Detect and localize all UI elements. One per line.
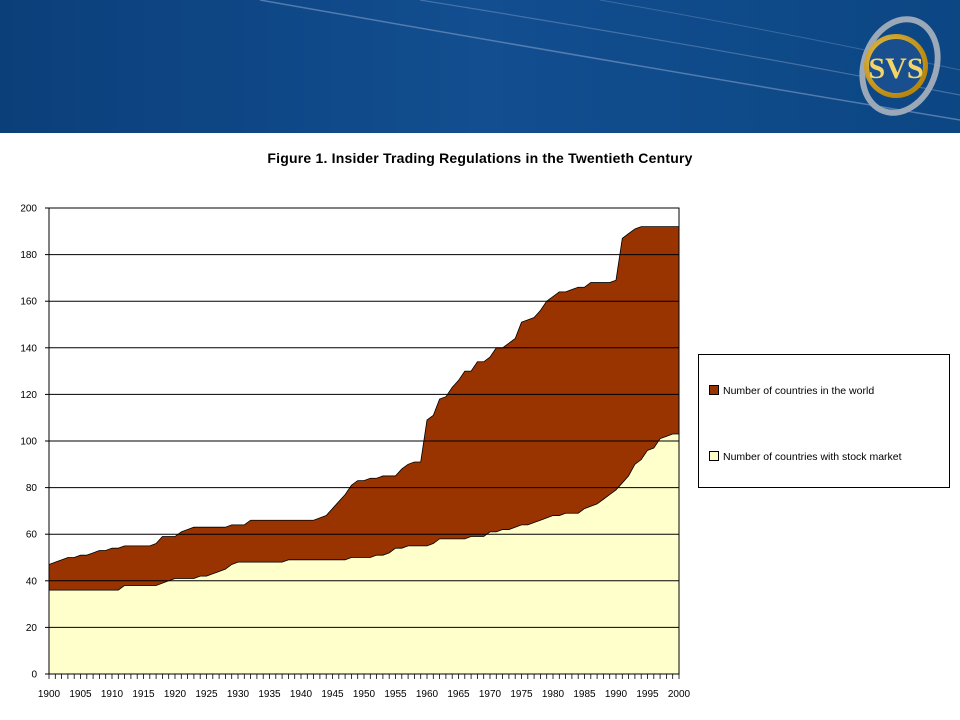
- legend-label-stock-market: Number of countries with stock market: [723, 451, 902, 463]
- y-tick-label: 80: [26, 483, 38, 494]
- y-tick-label: 0: [31, 670, 37, 681]
- y-tick-label: 100: [20, 437, 37, 448]
- x-tick-label: 1975: [510, 689, 533, 700]
- x-tick-label: 1930: [227, 689, 250, 700]
- x-tick-label: 1935: [258, 689, 281, 700]
- chart-title: Figure 1. Insider Trading Regulations in…: [267, 150, 693, 166]
- x-tick-label: 1920: [164, 689, 187, 700]
- area-series-stock-market: [48, 433, 680, 675]
- svs-logo: SVS: [859, 16, 941, 116]
- y-tick-label: 60: [26, 530, 38, 541]
- x-tick-label: 1965: [447, 689, 470, 700]
- header-banner: SVS: [0, 0, 960, 133]
- legend-swatch-stock-market: [709, 451, 719, 461]
- x-tick-label: 1960: [416, 689, 439, 700]
- x-tick-label: 1905: [69, 689, 92, 700]
- legend-item-world: Number of countries in the world: [709, 385, 874, 397]
- x-tick-label: 1910: [101, 689, 124, 700]
- y-tick-label: 160: [20, 297, 37, 308]
- y-tick-label: 140: [20, 343, 37, 354]
- y-tick-label: 200: [20, 204, 37, 215]
- x-tick-label: 1945: [321, 689, 344, 700]
- x-tick-label: 1915: [132, 689, 155, 700]
- x-tick-label: 1970: [479, 689, 502, 700]
- chart-legend: Number of countries in the world Number …: [698, 354, 950, 488]
- legend-item-stock-market: Number of countries with stock market: [709, 451, 902, 463]
- y-tick-label: 20: [26, 623, 38, 634]
- x-tick-label: 1980: [542, 689, 565, 700]
- y-tick-label: 180: [20, 250, 37, 261]
- x-tick-label: 1995: [636, 689, 659, 700]
- legend-swatch-world: [709, 385, 719, 395]
- x-tick-label: 1950: [353, 689, 376, 700]
- x-tick-label: 1985: [573, 689, 596, 700]
- x-tick-label: 2000: [668, 689, 691, 700]
- x-tick-label: 1925: [195, 689, 218, 700]
- y-tick-label: 120: [20, 390, 37, 401]
- x-tick-label: 1990: [605, 689, 628, 700]
- x-tick-label: 1955: [384, 689, 407, 700]
- legend-label-world: Number of countries in the world: [723, 385, 875, 397]
- svs-logo-text: SVS: [868, 52, 923, 85]
- y-tick-label: 40: [26, 576, 38, 587]
- x-tick-label: 1900: [38, 689, 61, 700]
- x-tick-label: 1940: [290, 689, 313, 700]
